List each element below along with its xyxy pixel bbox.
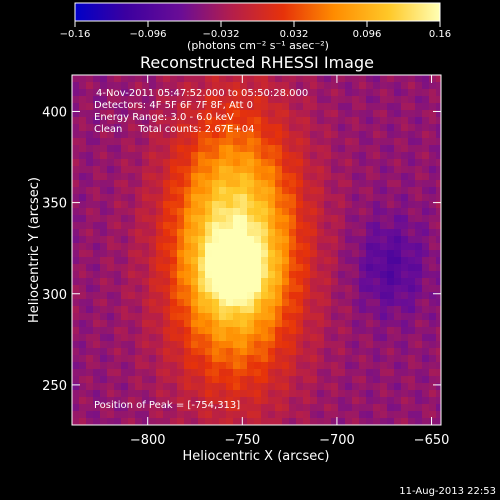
x-tick-label: −800 [130,433,166,448]
y-axis-label: Heliocentric Y (arcsec) [27,177,42,323]
y-tick-label: 250 [42,379,67,394]
x-tick-label: −750 [224,433,260,448]
colorbar-tick-label: 0.032 [280,29,309,40]
annotation-detectors: Detectors: 4F 5F 6F 7F 8F, Att 0 [94,100,253,111]
annotation-time-range: 4-Nov-2011 05:47:52.000 to 05:50:28.000 [96,88,308,99]
annotation-energy-range: Energy Range: 3.0 - 6.0 keV [94,112,234,123]
colorbar-tick-label: −0.16 [60,29,91,40]
colorbar [74,2,441,22]
colorbar-tick-label: 0.16 [429,29,451,40]
annotation-peak-position: Position of Peak = [-754,313] [94,400,240,411]
x-tick-label: −650 [414,433,450,448]
axis-ticks: −800 −750 −700 −650 250 300 350 400 [42,75,449,448]
chart-title: Reconstructed RHESSI Image [140,53,374,72]
x-tick-label: −700 [319,433,355,448]
heatmap-image [72,75,441,425]
colorbar-tick-label: −0.032 [202,29,239,40]
colorbar-unit-label: (photons cm⁻² s⁻¹ asec⁻²) [187,39,329,52]
y-tick-label: 400 [42,105,67,120]
annotation-clean-counts: Clean Total counts: 2.67E+04 [94,124,254,135]
colorbar-ticks: −0.16 −0.096 −0.032 0.032 0.096 0.16 [60,21,451,40]
y-tick-label: 350 [42,197,67,212]
plot-frame [71,74,442,426]
colorbar-tick-label: −0.096 [129,29,166,40]
y-tick-label: 300 [42,288,67,303]
colorbar-tick-label: 0.096 [353,29,382,40]
timestamp: 11-Aug-2013 22:53 [399,486,496,497]
x-axis-label: Heliocentric X (arcsec) [183,449,330,464]
